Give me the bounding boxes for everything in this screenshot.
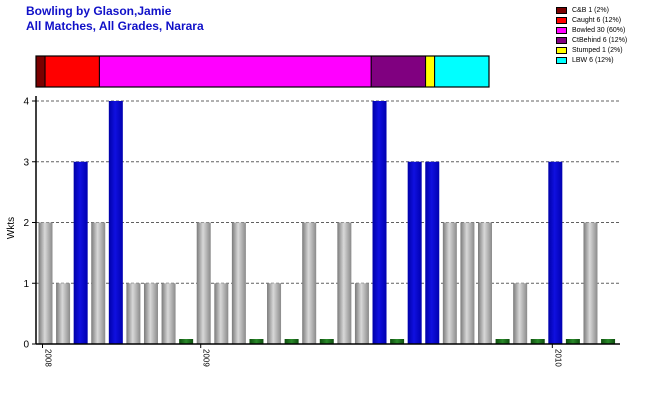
legend-item: Caught 6 (12%) bbox=[556, 15, 627, 25]
bar bbox=[249, 339, 264, 344]
breakdown-segment-ctbehind bbox=[370, 55, 427, 88]
legend-label: LBW 6 (12%) bbox=[572, 56, 614, 64]
y-axis-label: Wkts bbox=[6, 217, 17, 239]
bar bbox=[425, 161, 440, 344]
chart-title: Bowling by Glason,Jamie bbox=[26, 4, 172, 18]
bar bbox=[267, 283, 282, 344]
bar bbox=[196, 222, 211, 344]
gridlines bbox=[36, 100, 620, 284]
bar bbox=[495, 339, 510, 344]
breakdown-segment-caught bbox=[44, 55, 100, 88]
bar bbox=[126, 283, 141, 344]
breakdown-segment-stumped bbox=[425, 55, 436, 88]
legend-item: CtBehind 6 (12%) bbox=[556, 35, 627, 45]
bar bbox=[460, 222, 475, 344]
legend-label: Caught 6 (12%) bbox=[572, 16, 622, 24]
legend-swatch bbox=[556, 26, 567, 34]
legend-swatch bbox=[556, 6, 567, 14]
bar bbox=[284, 339, 299, 344]
legend-label: CtBehind 6 (12%) bbox=[572, 36, 628, 44]
breakdown-segment-bowled bbox=[98, 55, 372, 88]
bar bbox=[214, 283, 229, 344]
breakdown-segment-lbw bbox=[434, 55, 490, 88]
bar bbox=[231, 222, 246, 344]
bar bbox=[583, 222, 598, 344]
legend-swatch bbox=[556, 46, 567, 54]
legend-item: C&B 1 (2%) bbox=[556, 5, 627, 15]
bar bbox=[179, 339, 194, 344]
bar bbox=[302, 222, 317, 344]
y-tick-label: 4 bbox=[23, 97, 29, 108]
chart-subtitle: All Matches, All Grades, Narara bbox=[26, 19, 204, 33]
bar bbox=[337, 222, 352, 344]
bar bbox=[601, 339, 616, 344]
bar bbox=[513, 283, 528, 344]
bar bbox=[143, 283, 158, 344]
bar bbox=[73, 161, 88, 344]
y-tick-label: 2 bbox=[23, 218, 29, 229]
legend-swatch bbox=[556, 16, 567, 24]
x-tick-label: 2008 bbox=[44, 349, 53, 367]
y-tick-label: 0 bbox=[23, 340, 29, 351]
bar bbox=[91, 222, 106, 344]
legend: C&B 1 (2%) Caught 6 (12%) Bowled 30 (60%) C… bbox=[556, 5, 627, 65]
axes: 0 1 2 3 4 2008 2009 2010 bbox=[23, 96, 620, 367]
bar bbox=[390, 339, 405, 344]
bar bbox=[548, 161, 563, 344]
x-tick-label: 2009 bbox=[202, 349, 211, 367]
bar bbox=[565, 339, 580, 344]
bar bbox=[354, 283, 369, 344]
bar bbox=[478, 222, 492, 344]
bar bbox=[38, 222, 53, 344]
legend-label: Stumped 1 (2%) bbox=[572, 46, 623, 54]
legend-item: LBW 6 (12%) bbox=[556, 55, 627, 65]
legend-label: Bowled 30 (60%) bbox=[572, 26, 626, 34]
bar bbox=[161, 283, 176, 344]
breakdown-segment-cb bbox=[35, 55, 46, 88]
dismissal-breakdown-bar bbox=[35, 55, 490, 88]
bars bbox=[38, 101, 616, 344]
legend-item: Bowled 30 (60%) bbox=[556, 25, 627, 35]
x-tick-label: 2010 bbox=[553, 349, 562, 367]
bar bbox=[319, 339, 334, 344]
bar bbox=[108, 101, 123, 344]
bar bbox=[56, 283, 71, 344]
y-tick-label: 1 bbox=[23, 279, 29, 290]
breakdown-border bbox=[35, 55, 490, 88]
legend-swatch bbox=[556, 36, 567, 44]
legend-swatch bbox=[556, 56, 567, 64]
bar bbox=[407, 161, 422, 344]
legend-label: C&B 1 (2%) bbox=[572, 6, 609, 14]
bar bbox=[442, 222, 457, 344]
bar bbox=[372, 101, 387, 344]
y-tick-label: 3 bbox=[23, 157, 29, 168]
legend-item: Stumped 1 (2%) bbox=[556, 45, 627, 55]
bar bbox=[530, 339, 545, 344]
